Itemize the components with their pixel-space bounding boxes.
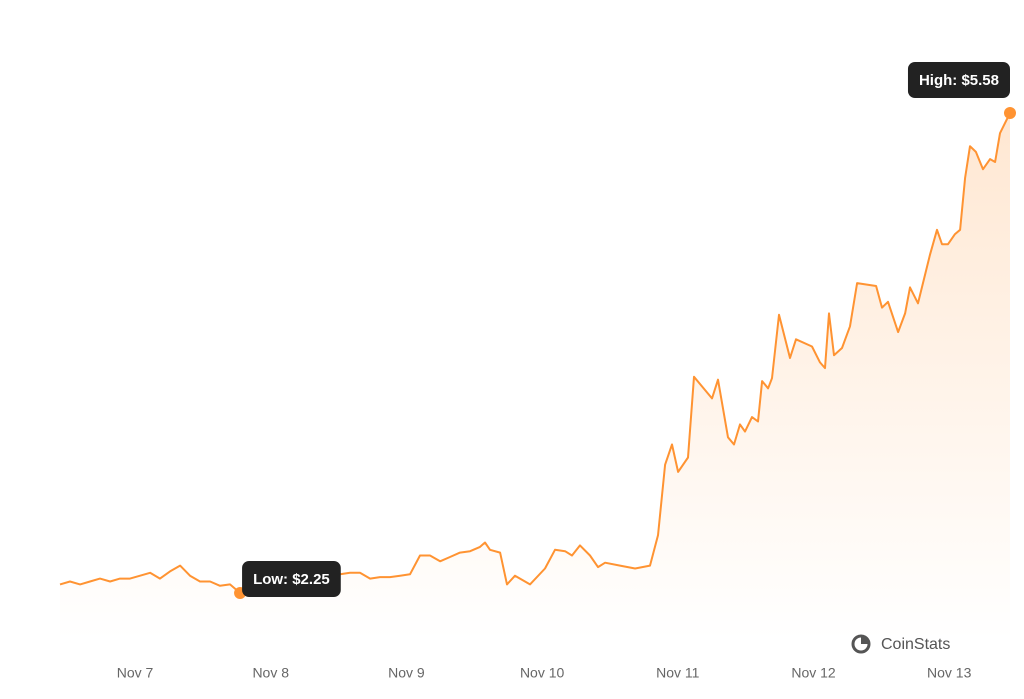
area (60, 113, 1010, 640)
tooltip-box (242, 561, 341, 597)
x-tick-label: Nov 12 (791, 665, 836, 681)
watermark: CoinStats (881, 636, 950, 653)
x-tick-label: Nov 7 (117, 665, 154, 681)
x-tick-label: Nov 9 (388, 665, 425, 681)
tooltip: Low: $2.25 (242, 561, 341, 597)
tooltip-label: High: $5.58 (919, 72, 999, 89)
x-tick-label: Nov 8 (252, 665, 289, 681)
point-marker (1004, 107, 1016, 119)
tooltip: High: $5.58 (907, 62, 1010, 98)
tooltip-label: Low: $2.25 (253, 571, 330, 588)
tooltip-box (907, 62, 1010, 98)
x-tick-label: Nov 13 (927, 665, 972, 681)
x-tick-label: Nov 11 (656, 665, 700, 681)
x-tick-label: Nov 10 (520, 665, 565, 681)
